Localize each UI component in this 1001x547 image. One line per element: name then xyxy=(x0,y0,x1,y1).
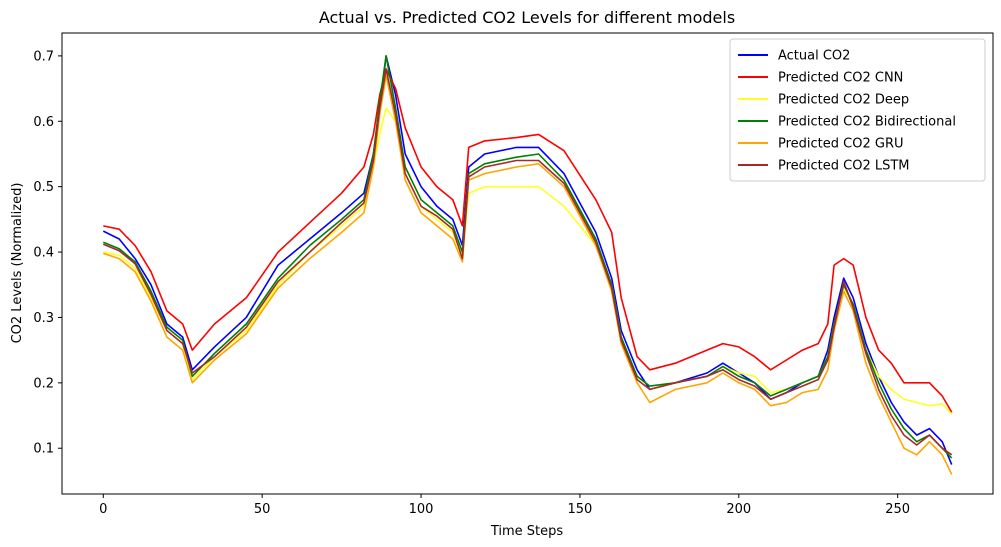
chart-title: Actual vs. Predicted CO2 Levels for diff… xyxy=(319,8,735,27)
y-tick-label-1: 0.2 xyxy=(33,376,54,391)
legend-label-1: Predicted CO2 CNN xyxy=(778,71,903,86)
series-line-5 xyxy=(102,68,953,456)
y-tick-label-0: 0.1 xyxy=(33,442,54,457)
series-line-0 xyxy=(102,55,953,465)
legend-label-0: Actual CO2 xyxy=(778,49,850,64)
x-tick-label-5: 250 xyxy=(885,502,910,517)
y-tick-label-2: 0.3 xyxy=(33,311,54,326)
legend-label-4: Predicted CO2 GRU xyxy=(778,137,904,152)
series-line-2 xyxy=(103,107,953,415)
legend-label-5: Predicted CO2 LSTM xyxy=(778,159,910,174)
x-axis: 0 50 100 150 200 250 xyxy=(99,494,910,517)
series-line-4 xyxy=(103,74,953,475)
series-line-1 xyxy=(103,68,953,413)
y-tick-label-3: 0.4 xyxy=(33,246,54,261)
y-tick-label-5: 0.6 xyxy=(33,115,54,130)
y-axis: 0.1 0.2 0.3 0.4 0.5 0.6 0.7 xyxy=(33,49,62,457)
x-tick-label-2: 100 xyxy=(409,502,434,517)
x-tick-label-0: 0 xyxy=(99,502,107,517)
plot-area xyxy=(102,55,953,475)
legend: Actual CO2 Predicted CO2 CNN Predicted CO2… xyxy=(729,38,986,182)
plot-frame xyxy=(61,32,994,495)
x-tick-label-1: 50 xyxy=(254,502,271,517)
x-tick-label-4: 200 xyxy=(726,502,751,517)
x-tick-label-3: 150 xyxy=(568,502,593,517)
y-axis-label: CO2 Levels (Normalized) xyxy=(10,183,25,344)
y-tick-label-4: 0.5 xyxy=(33,180,54,195)
x-axis-label: Time Steps xyxy=(490,524,564,539)
y-tick-label-6: 0.7 xyxy=(33,49,54,64)
legend-label-2: Predicted CO2 Deep xyxy=(778,93,909,108)
legend-label-3: Predicted CO2 Bidirectional xyxy=(778,115,956,130)
legend-box xyxy=(729,38,986,182)
